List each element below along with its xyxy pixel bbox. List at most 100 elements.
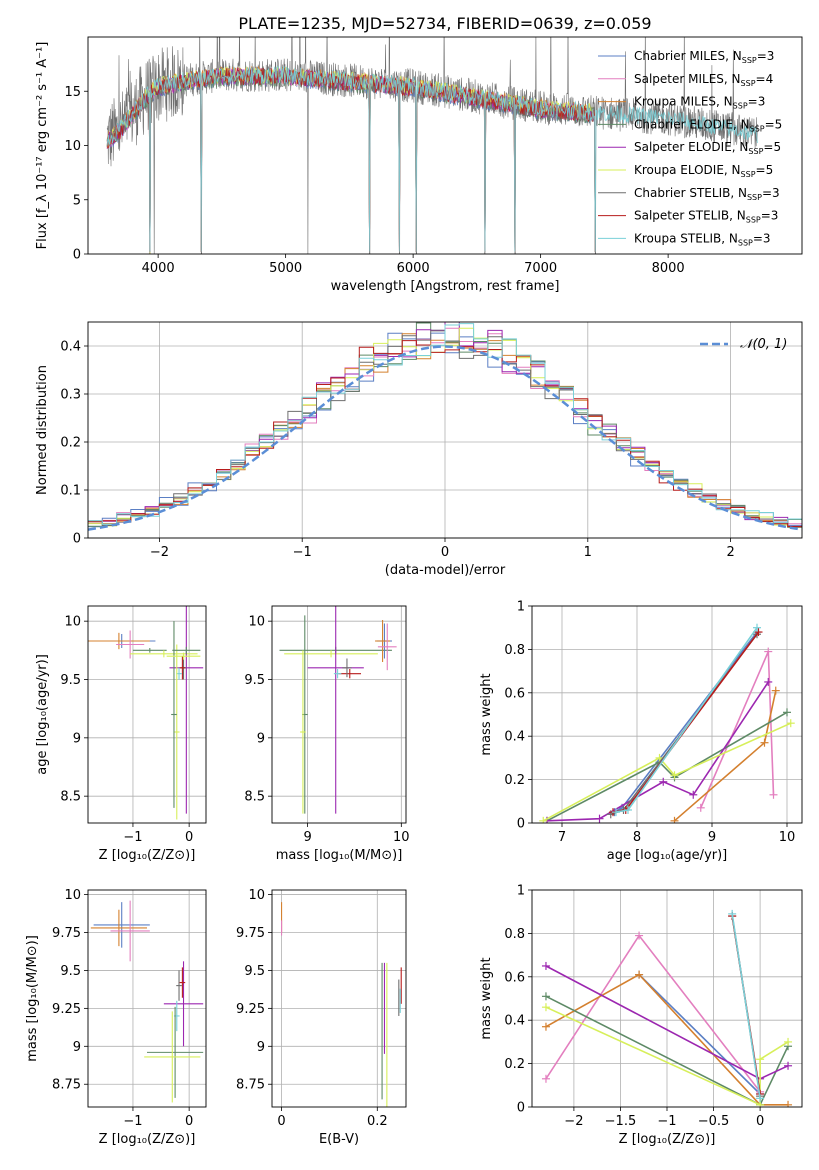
x-tick-label: 9 xyxy=(708,830,716,845)
series-group xyxy=(670,686,780,823)
data-point xyxy=(728,909,737,918)
data-point xyxy=(541,1022,550,1031)
axes-frame xyxy=(271,605,407,824)
x-tick-label: −1 xyxy=(123,1114,142,1129)
x-tick-label: 0.2 xyxy=(367,1114,388,1129)
y-tick-label: 0 xyxy=(73,532,81,547)
legend-subscript: SSP xyxy=(746,216,761,225)
data-point xyxy=(753,623,761,632)
data-point xyxy=(754,628,763,637)
x-tick-label: 7000 xyxy=(524,261,557,276)
y-tick-label: 10 xyxy=(64,615,81,630)
model-spectrum-line xyxy=(106,66,596,254)
x-tick-label: 10 xyxy=(393,830,410,845)
axes: −1 0 8.75 9 9.25 9.5 9.75 10 Z [log₁₀(Z/Z⊙)] mass… xyxy=(25,888,195,1147)
mass-weight-vs-age-plot-area xyxy=(539,623,795,823)
mass-vs-Z-plot-area xyxy=(90,900,204,1103)
errorbar-marker xyxy=(300,650,306,814)
data-point xyxy=(696,803,705,812)
errorbar-marker xyxy=(93,902,150,948)
series-group xyxy=(728,909,765,1103)
axes-frame xyxy=(87,889,207,1108)
y-tick-label: 0.6 xyxy=(504,686,525,701)
legend-subscript: SSP xyxy=(750,124,765,133)
y-tick-label: 0.2 xyxy=(60,436,81,451)
legend-subscript: SSP xyxy=(738,238,753,247)
axes-frame xyxy=(531,889,803,1108)
data-point xyxy=(624,805,632,814)
series-line xyxy=(545,973,788,1106)
spectrum-panel: 4000 5000 6000 7000 8000 0 5 10 15 wavelength [An… xyxy=(35,36,803,294)
x-tick-label: 6000 xyxy=(397,261,430,276)
x-tick-label: −0.5 xyxy=(698,1114,730,1129)
model-spectrum-line xyxy=(106,67,596,254)
axes: 9 10 8.5 9 9.5 10 mass [log₁₀(M/M⊙)] xyxy=(244,615,409,863)
errorbar-marker xyxy=(375,620,391,662)
legend-entry: Kroupa MILES, NSSP=3 xyxy=(634,95,765,111)
normal-curve-line xyxy=(88,345,802,531)
residual-panel: −2 −1 0 1 2 0 0.1 0.2 0.3 0.4 (data-model)/error No… xyxy=(35,321,803,578)
legend-subscript: SSP xyxy=(741,170,756,179)
errorbar-marker xyxy=(338,669,362,679)
data-point xyxy=(541,992,550,1001)
y-axis-label: mass weight xyxy=(479,957,494,1039)
mass-vs-EBV-plot-area xyxy=(281,902,402,1107)
legend-entry: Salpeter ELODIE, NSSP=5 xyxy=(634,140,781,156)
x-tick-label: −2 xyxy=(150,545,169,560)
axes: 7 8 9 10 0 0.2 0.4 0.6 0.8 1 age [log₁₀(age/yr)] ma… xyxy=(479,600,795,864)
data-point xyxy=(541,1003,550,1012)
series-line xyxy=(731,913,761,1099)
model-spectrum-line xyxy=(106,65,758,252)
y-tick-label: 0.4 xyxy=(504,1014,525,1029)
x-axis-label: Z [log₁₀(Z/Z⊙)] xyxy=(619,1132,716,1147)
y-tick-label: 9.25 xyxy=(52,1002,81,1017)
y-tick-label: 9 xyxy=(257,731,265,746)
data-point xyxy=(541,961,550,970)
series-group xyxy=(541,970,793,1107)
legend-entry: Kroupa ELODIE, NSSP=5 xyxy=(634,163,773,179)
x-axis-label: mass [log₁₀(M/M⊙)] xyxy=(276,848,403,863)
series-group xyxy=(696,647,778,812)
x-tick-label: 0 xyxy=(441,545,449,560)
axes-frame xyxy=(87,321,803,539)
errorbar-marker xyxy=(88,632,150,650)
y-tick-label: 8.75 xyxy=(52,1078,81,1093)
legend-label: Salpeter ELODIE, N xyxy=(634,140,748,154)
legend-entry: Kroupa STELIB, NSSP=3 xyxy=(634,231,771,247)
x-axis-label: Z [log₁₀(Z/Z⊙)] xyxy=(99,1132,196,1147)
data-point xyxy=(670,771,679,780)
model-spectrum-line xyxy=(106,65,596,252)
y-tick-label: 0.6 xyxy=(504,970,525,985)
errorbar-marker xyxy=(176,970,182,1001)
y-tick-label: 0.1 xyxy=(60,484,81,499)
errorbar-marker xyxy=(90,909,147,947)
grid-lines xyxy=(88,322,802,539)
legend-value: =4 xyxy=(756,72,774,86)
x-tick-label: −1 xyxy=(293,545,312,560)
x-tick-label: 10 xyxy=(779,830,796,845)
data-point xyxy=(784,1037,793,1046)
y-tick-label: 9 xyxy=(73,731,81,746)
x-axis-label: age [log₁₀(age/yr)] xyxy=(607,848,728,863)
model-spectrum-line xyxy=(106,67,596,252)
x-tick-label: 5000 xyxy=(269,261,302,276)
y-tick-label: 8.5 xyxy=(244,790,265,805)
legend-label: Kroupa ELODIE, N xyxy=(634,163,741,177)
legend-subscript: SSP xyxy=(741,79,756,88)
model-spectrum-line xyxy=(106,69,596,252)
mass-vs-EBV-panel: 0 0.2 8.75 9 9.25 9.5 9.75 10 E(B-V) xyxy=(236,888,407,1147)
axes: 0 0.2 8.75 9 9.25 9.5 9.75 10 E(B-V) xyxy=(236,888,388,1147)
x-tick-label: 9 xyxy=(303,830,311,845)
y-axis-label: Flux [f_λ 10⁻¹⁷ erg cm⁻² s⁻¹ A⁻¹] xyxy=(35,42,50,250)
legend-label: Kroupa MILES, N xyxy=(634,95,733,109)
legend-subscript: SSP xyxy=(747,193,762,202)
y-tick-label: 9.5 xyxy=(60,673,81,688)
y-tick-label: 9.5 xyxy=(60,964,81,979)
data-point xyxy=(635,931,644,940)
x-tick-label: −2 xyxy=(564,1114,583,1129)
legend-label: Chabrier MILES, N xyxy=(634,49,742,63)
y-tick-label: 0.8 xyxy=(504,927,525,942)
grid-lines xyxy=(88,606,206,823)
y-tick-label: 0.4 xyxy=(60,340,81,355)
